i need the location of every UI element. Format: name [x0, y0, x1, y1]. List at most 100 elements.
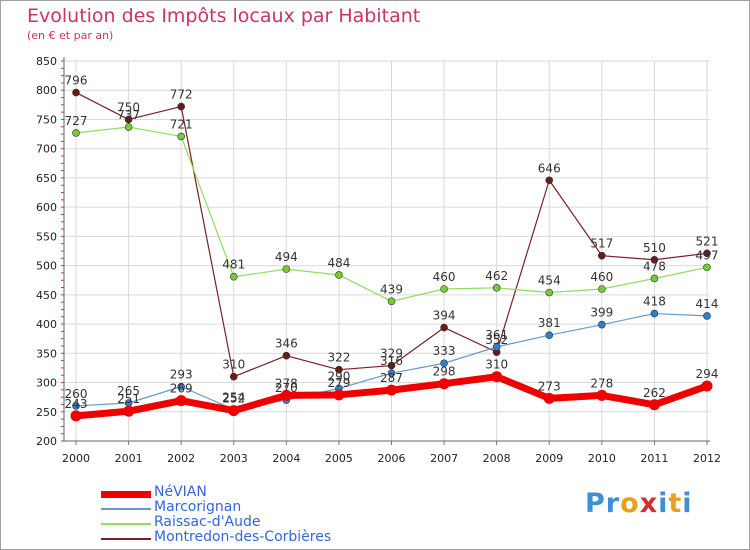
- logo-letter: r: [605, 488, 621, 519]
- point-marcorignan-2007: [440, 359, 448, 368]
- x-tick-label-2009: 2009: [535, 452, 563, 465]
- data-label-raissac-d-aude-2006: 439: [380, 282, 403, 296]
- data-label-n-vian-2000: 243: [65, 397, 88, 411]
- point-raissac-d-aude-2001: [124, 123, 133, 131]
- data-label-n-vian-2002: 269: [170, 382, 193, 396]
- y-tick-label-650: 650: [36, 172, 57, 185]
- data-label-montredon-des-corbi-res-2006: 329: [380, 347, 403, 361]
- data-label-n-vian-2003: 252: [222, 392, 245, 406]
- logo-letter: t: [668, 488, 683, 519]
- point-montredon-des-corbi-res-2006: [387, 361, 396, 370]
- x-tick-label-2006: 2006: [378, 452, 406, 465]
- point-n-vian-2004: [280, 389, 292, 401]
- data-label-raissac-d-aude-2012: 497: [696, 248, 719, 262]
- data-labels: 796 750 772 310 346 322 329 394 352 646 517 510 521 7…: [65, 74, 719, 411]
- data-label-montredon-des-corbi-res-2005: 322: [327, 351, 350, 365]
- legend-swatch-raissac-d-aude: [101, 523, 151, 525]
- data-label-montredon-des-corbi-res-2012: 521: [696, 234, 719, 248]
- point-raissac-d-aude-2002: [177, 132, 185, 141]
- data-label-montredon-des-corbi-res-2009: 646: [538, 161, 561, 175]
- point-marcorignan-2000: [72, 402, 80, 410]
- proxiti-logo: Proxiti: [585, 488, 693, 519]
- point-montredon-des-corbi-res-2009: [545, 176, 554, 185]
- x-tick-label-2010: 2010: [588, 452, 616, 465]
- data-label-montredon-des-corbi-res-2003: 310: [222, 358, 245, 372]
- y-tick-label-500: 500: [36, 260, 57, 273]
- data-label-n-vian-2010: 278: [590, 376, 613, 390]
- point-montredon-des-corbi-res-2005: [335, 365, 343, 374]
- point-montredon-des-corbi-res-2001: [124, 115, 133, 124]
- data-label-marcorignan-2005: 290: [327, 369, 350, 383]
- legend-label-montredon-des-corbi-res: Montredon-des-Corbières: [154, 529, 332, 545]
- data-label-marcorignan-2000: 260: [65, 387, 88, 401]
- point-marcorignan-2009: [545, 331, 554, 339]
- y-tick-label-700: 700: [36, 143, 57, 156]
- point-raissac-d-aude-2004: [282, 265, 291, 273]
- data-label-raissac-d-aude-2000: 727: [65, 114, 88, 128]
- y-tick-label-350: 350: [36, 347, 57, 360]
- point-montredon-des-corbi-res-2004: [282, 351, 291, 360]
- point-raissac-d-aude-2009: [545, 288, 554, 297]
- legend-swatch-marcorignan: [101, 508, 151, 510]
- data-label-montredon-des-corbi-res-2011: 510: [643, 241, 666, 255]
- point-n-vian-2000: [70, 410, 82, 422]
- point-raissac-d-aude-2005: [335, 271, 343, 279]
- data-label-marcorignan-2007: 333: [433, 344, 456, 358]
- logo-letter: P: [585, 488, 606, 519]
- y-tick-label-450: 450: [36, 289, 57, 302]
- point-n-vian-2011: [648, 399, 660, 411]
- x-tick-label-2011: 2011: [640, 452, 668, 465]
- data-label-marcorignan-2010: 399: [590, 306, 613, 320]
- data-label-montredon-des-corbi-res-2002: 772: [170, 88, 193, 102]
- point-montredon-des-corbi-res-2012: [703, 249, 711, 258]
- data-label-n-vian-2011: 262: [643, 386, 666, 400]
- y-tick-label-200: 200: [36, 435, 57, 448]
- data-label-n-vian-2004: 278: [275, 376, 298, 390]
- legend-swatch-montredon-des-corbi-res: [101, 538, 151, 540]
- y-tick-label-250: 250: [36, 406, 57, 419]
- chart-subtitle: (en € et par an): [27, 29, 114, 42]
- point-n-vian-2007: [438, 378, 450, 390]
- data-label-marcorignan-2012: 414: [696, 297, 719, 311]
- point-marcorignan-2008: [492, 343, 501, 351]
- data-label-montredon-des-corbi-res-2007: 394: [433, 309, 456, 323]
- data-label-raissac-d-aude-2002: 721: [170, 117, 193, 131]
- data-label-n-vian-2006: 287: [380, 371, 403, 385]
- legend-swatch-n-vian: [101, 490, 151, 498]
- data-label-raissac-d-aude-2008: 462: [485, 269, 508, 283]
- data-label-montredon-des-corbi-res-2004: 346: [275, 337, 298, 351]
- logo-letter: x: [639, 488, 659, 519]
- point-marcorignan-2011: [650, 309, 659, 318]
- data-label-raissac-d-aude-2001: 737: [117, 108, 140, 122]
- point-raissac-d-aude-2008: [492, 284, 501, 292]
- point-raissac-d-aude-2010: [598, 285, 606, 293]
- point-marcorignan-2010: [598, 320, 606, 329]
- data-label-n-vian-2001: 251: [117, 392, 140, 406]
- x-tick-label-2004: 2004: [272, 452, 300, 465]
- y-tick-label-750: 750: [36, 113, 57, 126]
- series-layer: [70, 88, 713, 422]
- point-n-vian-2010: [596, 389, 608, 401]
- data-label-raissac-d-aude-2005: 484: [327, 256, 350, 270]
- point-marcorignan-2012: [703, 312, 711, 320]
- point-raissac-d-aude-2011: [650, 274, 659, 283]
- data-label-n-vian-2005: 279: [327, 376, 350, 390]
- point-n-vian-2006: [386, 384, 397, 396]
- data-label-marcorignan-2003: 254: [222, 390, 245, 404]
- point-n-vian-2003: [228, 405, 240, 417]
- point-n-vian-2001: [123, 405, 135, 417]
- point-n-vian-2012: [701, 380, 713, 392]
- point-montredon-des-corbi-res-2007: [440, 323, 448, 332]
- x-tick-label-2001: 2001: [115, 452, 143, 465]
- point-raissac-d-aude-2007: [440, 285, 448, 293]
- x-tick-label-2012: 2012: [693, 452, 721, 465]
- point-n-vian-2002: [175, 395, 187, 407]
- data-label-marcorignan-2004: 270: [275, 381, 298, 395]
- point-raissac-d-aude-2000: [72, 129, 80, 137]
- x-tick-label-2000: 2000: [62, 452, 90, 465]
- data-label-montredon-des-corbi-res-2010: 517: [590, 237, 613, 251]
- axes: 200 250 300 350 400 450 500 550 600 650 700 750 800 8…: [36, 55, 721, 465]
- data-label-raissac-d-aude-2007: 460: [433, 270, 456, 284]
- data-label-montredon-des-corbi-res-2008: 352: [485, 333, 508, 347]
